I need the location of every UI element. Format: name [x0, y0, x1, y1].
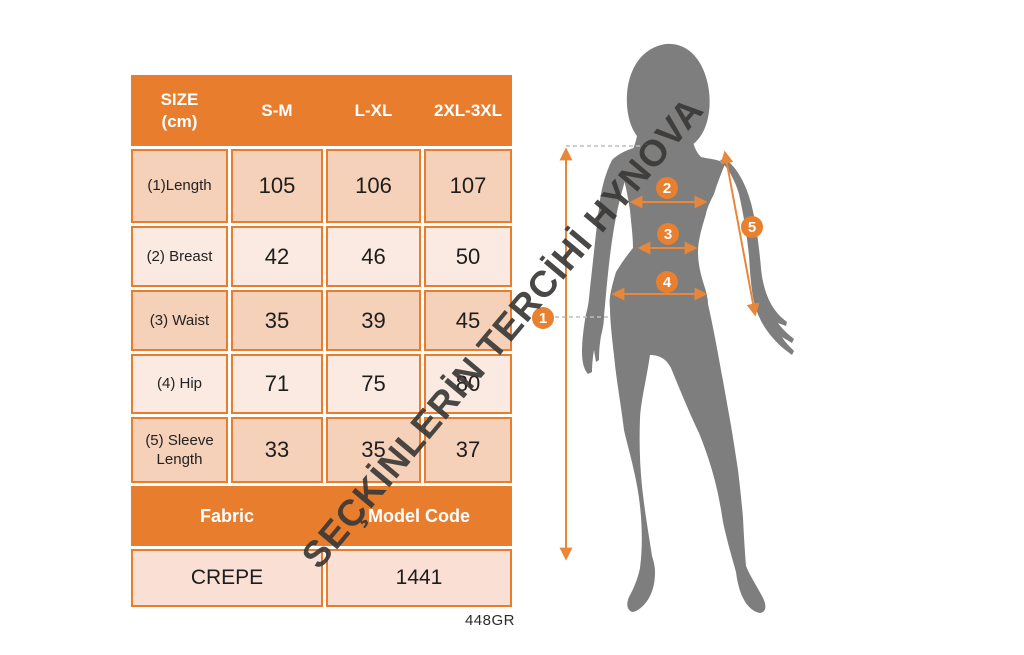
value-hip-lxl: 75	[326, 354, 421, 414]
model-code-value: 1441	[326, 549, 512, 607]
value-hip-2xl3xl: 80	[424, 354, 512, 414]
value-waist-2xl3xl: 45	[424, 290, 512, 351]
row-label-waist: (3) Waist	[131, 290, 228, 351]
value-length-sm: 105	[231, 149, 323, 223]
table-row-breast: (2) Breast 42 46 50	[131, 226, 512, 287]
female-body-silhouette-icon	[582, 43, 794, 613]
fabric-header: Fabric	[131, 486, 323, 546]
value-sleeve-2xl3xl: 37	[424, 417, 512, 483]
left-arm-shape	[582, 160, 629, 374]
head-hair-shape	[626, 43, 710, 162]
badge-2: 2	[656, 177, 678, 199]
body-measurement-diagram: 1 2 3 4 5	[532, 43, 794, 613]
header-size-cm: SIZE (cm)	[131, 75, 228, 146]
row-label-breast: (2) Breast	[131, 226, 228, 287]
svg-text:5: 5	[748, 219, 756, 236]
table-row-hip: (4) Hip 71 75 80	[131, 354, 512, 414]
table-footer-header-row: Fabric Model Code	[131, 486, 512, 546]
badge-1: 1	[532, 307, 554, 329]
row-label-sleeve: (5) Sleeve Length	[131, 417, 228, 483]
value-length-lxl: 106	[326, 149, 421, 223]
model-code-header: Model Code	[326, 486, 512, 546]
value-sleeve-lxl: 35	[326, 417, 421, 483]
badge-3: 3	[657, 223, 679, 245]
torso-legs-shape	[609, 136, 766, 613]
value-sleeve-sm: 33	[231, 417, 323, 483]
row-label-length: (1)Length	[131, 149, 228, 223]
value-waist-lxl: 39	[326, 290, 421, 351]
table-header-row: SIZE (cm) S-M L-XL 2XL-3XL	[131, 75, 512, 146]
header-size-sm: S-M	[231, 75, 323, 146]
row-label-hip: (4) Hip	[131, 354, 228, 414]
svg-text:2: 2	[663, 180, 671, 197]
badge-4: 4	[656, 271, 678, 293]
badge-5: 5	[741, 216, 763, 238]
table-footer-value-row: CREPE 1441	[131, 549, 512, 607]
measurement-arrows	[559, 147, 760, 561]
svg-text:3: 3	[664, 226, 672, 243]
table-row-length: (1)Length 105 106 107	[131, 149, 512, 223]
value-breast-2xl3xl: 50	[424, 226, 512, 287]
sleeve-arrow	[720, 150, 760, 317]
value-hip-sm: 71	[231, 354, 323, 414]
header-size-2xl3xl: 2XL-3XL	[424, 75, 512, 146]
header-size-lxl: L-XL	[326, 75, 421, 146]
measurement-badges: 1 2 3 4 5	[532, 177, 763, 329]
svg-text:1: 1	[539, 310, 547, 327]
value-breast-lxl: 46	[326, 226, 421, 287]
value-breast-sm: 42	[231, 226, 323, 287]
value-length-2xl3xl: 107	[424, 149, 512, 223]
svg-text:4: 4	[663, 274, 672, 291]
size-table: SIZE (cm) S-M L-XL 2XL-3XL (1)Length 105…	[128, 72, 515, 610]
table-row-sleeve: (5) Sleeve Length 33 35 37	[131, 417, 512, 483]
fabric-value: CREPE	[131, 549, 323, 607]
value-waist-sm: 35	[231, 290, 323, 351]
table-row-waist: (3) Waist 35 39 45	[131, 290, 512, 351]
weight-footnote: 448GR	[464, 612, 515, 629]
